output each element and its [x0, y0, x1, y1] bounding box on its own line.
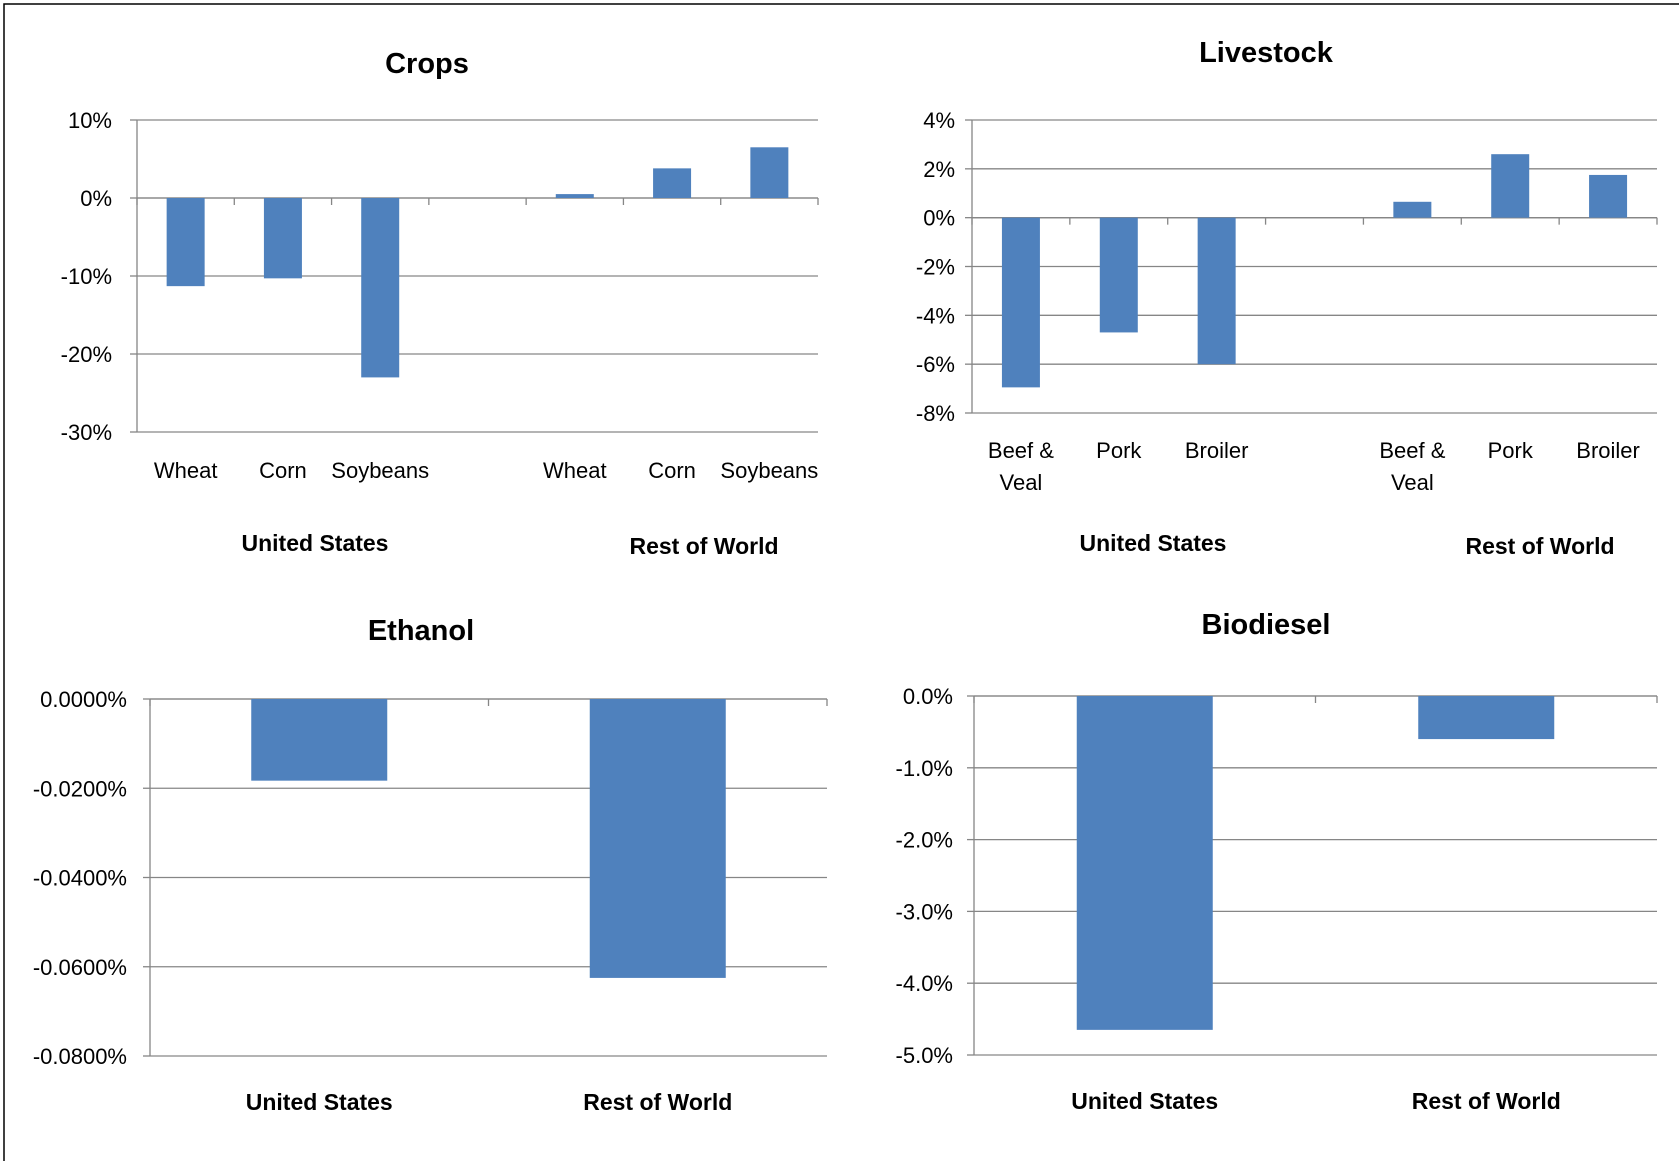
ethanol-y-tick-label: -0.0400% [33, 866, 127, 891]
livestock-y-tick-label: 2% [923, 157, 955, 182]
ethanol-y-tick-label: -0.0200% [33, 776, 127, 801]
ethanol-chart: Ethanol 0.0000% -0.0200% -0.0400% -0.0600% -0… [33, 615, 828, 1115]
livestock-title: Livestock [1199, 37, 1334, 69]
livestock-y-tick-label: 0% [923, 206, 955, 231]
crops-y-tick-label: -20% [61, 342, 112, 367]
livestock-category-label: Broiler [1576, 438, 1640, 463]
crops-category-label-line: Wheat [543, 458, 607, 483]
ethanol-bar-rest-of-world [589, 699, 726, 978]
biodiesel-bar-rest-of-world [1418, 696, 1555, 740]
livestock-y-tick-label: 4% [923, 108, 955, 133]
biodiesel-y-tick-label: 0.0% [903, 684, 953, 709]
crops-y-tick-label: -30% [61, 420, 112, 445]
livestock-y-tick-label: -6% [916, 352, 955, 377]
biodiesel-y-tick-label: -2.0% [896, 828, 953, 853]
ethanol-title: Ethanol [368, 615, 474, 647]
livestock-category-label: Beef & Veal [1379, 438, 1445, 495]
crops-bar-united-states-soybeans [361, 198, 400, 378]
crops-bar-united-states-corn [263, 198, 302, 279]
livestock-y-tick-label: -2% [916, 255, 955, 280]
crops-bar-rest-of-world-corn [653, 168, 692, 198]
livestock-bar-united-states-beef-veal [1001, 217, 1040, 388]
crops-category-label: Corn [259, 458, 307, 483]
crops-category-label-line: Wheat [154, 458, 218, 483]
crops-category-label-line: Soybeans [331, 458, 429, 483]
livestock-category-label-line: Beef & [1379, 438, 1445, 463]
livestock-y-tick-label: -4% [916, 303, 955, 328]
crops-category-label: Wheat [154, 458, 218, 483]
biodiesel-category-label: United States [1071, 1088, 1218, 1114]
biodiesel-category-label: Rest of World [1412, 1088, 1561, 1114]
crops-y-tick-label: 0% [80, 186, 112, 211]
livestock-group-label: United States [1080, 530, 1227, 556]
livestock-group-label: Rest of World [1465, 533, 1614, 559]
livestock-category-label: Pork [1488, 438, 1534, 463]
crops-y-tick-label: -10% [61, 264, 112, 289]
livestock-category-label: Broiler [1185, 438, 1249, 463]
biodiesel-y-tick-label: -3.0% [896, 899, 953, 924]
livestock-y-tick-label: -8% [916, 401, 955, 426]
ethanol-category-label: Rest of World [583, 1089, 732, 1115]
biodiesel-y-tick-label: -4.0% [896, 971, 953, 996]
ethanol-y-tick-label: -0.0800% [33, 1044, 127, 1069]
livestock-bar-united-states-broiler [1197, 217, 1236, 365]
livestock-category-label-line: Veal [1000, 470, 1043, 495]
livestock-category-label-line: Pork [1096, 438, 1142, 463]
livestock-category-label-line: Pork [1488, 438, 1534, 463]
crops-category-label-line: Corn [648, 458, 696, 483]
crops-category-label: Soybeans [720, 458, 818, 483]
crops-category-label: Corn [648, 458, 696, 483]
crops-group-label: United States [242, 530, 389, 556]
biodiesel-bar-united-states [1076, 696, 1213, 1030]
ethanol-y-tick-label: 0.0000% [40, 687, 127, 712]
ethanol-y-tick-label: -0.0600% [33, 955, 127, 980]
biodiesel-chart: Biodiesel 0.0% -1.0% -2.0% -3.0% -4.0% -5.0% Un… [896, 609, 1658, 1114]
crops-category-label: Wheat [543, 458, 607, 483]
crops-title: Crops [385, 48, 469, 80]
crops-bar-rest-of-world-wheat [555, 194, 594, 198]
livestock-bar-rest-of-world-beef-veal [1393, 201, 1432, 218]
crops-category-label-line: Soybeans [720, 458, 818, 483]
outer-border [3, 3, 1679, 1161]
livestock-category-label-line: Broiler [1185, 438, 1249, 463]
livestock-bar-rest-of-world-pork [1491, 154, 1530, 218]
crops-category-label: Soybeans [331, 458, 429, 483]
livestock-category-label: Beef & Veal [988, 438, 1054, 495]
livestock-category-label: Pork [1096, 438, 1142, 463]
livestock-category-label-line: Broiler [1576, 438, 1640, 463]
livestock-category-label-line: Beef & [988, 438, 1054, 463]
ethanol-category-label: United States [246, 1089, 393, 1115]
crops-chart: Crops 10% 0% -10% -20% -30% Wheat Corn Soybeans W… [61, 48, 819, 559]
livestock-bar-united-states-pork [1099, 217, 1138, 333]
biodiesel-y-tick-label: -5.0% [896, 1043, 953, 1068]
crops-group-label: Rest of World [629, 533, 778, 559]
crops-bar-rest-of-world-soybeans [750, 147, 789, 198]
crops-bar-united-states-wheat [166, 198, 205, 287]
crops-category-label-line: Corn [259, 458, 307, 483]
crops-y-tick-label: 10% [68, 108, 112, 133]
biodiesel-title: Biodiesel [1202, 609, 1331, 641]
ethanol-bar-united-states [251, 699, 388, 781]
livestock-category-label-line: Veal [1391, 470, 1434, 495]
livestock-bar-rest-of-world-broiler [1589, 174, 1628, 218]
biodiesel-y-tick-label: -1.0% [896, 756, 953, 781]
livestock-chart: Livestock 4% 2% 0% -2% -4% -6% -8% Beef & Veal Por… [916, 37, 1658, 559]
